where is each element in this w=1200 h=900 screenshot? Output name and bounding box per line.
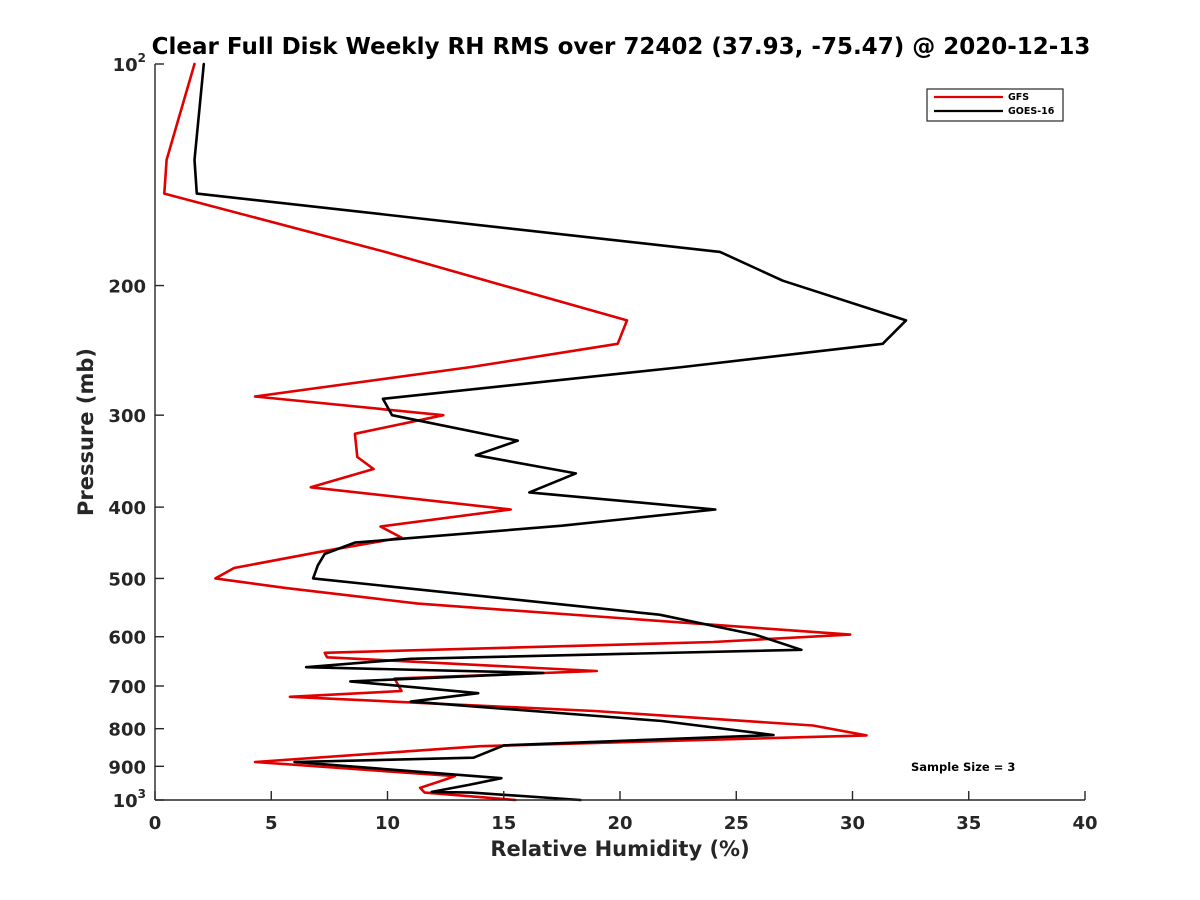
y-tick-label: 103 (113, 787, 146, 812)
sample-size-annotation: Sample Size = 3 (911, 760, 1015, 774)
x-ticks: 0 5 10 15 20 25 30 35 40 (149, 791, 1098, 834)
x-tick-label: 10 (375, 813, 400, 834)
y-tick-label: 600 (108, 628, 146, 649)
x-tick-label: 0 (149, 813, 162, 834)
x-tick-label: 35 (956, 813, 981, 834)
y-ticks: 102 200 300 400 500 600 700 800 900 103 (108, 51, 164, 812)
x-tick-label: 15 (491, 813, 516, 834)
x-tick-label: 40 (1072, 813, 1097, 834)
series-line-goes16 (193, 62, 908, 802)
legend: GFS GOES-16 (926, 88, 1064, 122)
chart-title: Clear Full Disk Weekly RH RMS over 72402… (152, 34, 1091, 60)
x-tick-label: 25 (724, 813, 749, 834)
legend-box (926, 88, 1064, 122)
x-axis-label: Relative Humidity (%) (490, 837, 749, 861)
plot-area: 0 5 10 15 20 25 30 35 40 102 200 300 400 500 600 700 80… (108, 51, 1097, 834)
legend-label-goes16: GOES-16 (1008, 106, 1055, 117)
series-line-gfs (163, 62, 868, 802)
y-tick-label: 700 (108, 677, 146, 698)
y-tick-label: 500 (108, 569, 146, 590)
y-tick-label: 800 (108, 720, 146, 741)
y-tick-label: 102 (113, 51, 146, 76)
legend-label-gfs: GFS (1008, 92, 1029, 103)
y-tick-label: 200 (108, 277, 146, 298)
y-axis-label: Pressure (mb) (74, 348, 98, 516)
x-tick-label: 5 (265, 813, 278, 834)
x-tick-label: 20 (607, 813, 632, 834)
y-tick-label: 300 (108, 406, 146, 427)
y-tick-label: 400 (108, 498, 146, 519)
axes-layer (154, 64, 1085, 801)
y-tick-label: 900 (108, 757, 146, 778)
series-layer (163, 62, 908, 802)
x-tick-label: 30 (840, 813, 865, 834)
